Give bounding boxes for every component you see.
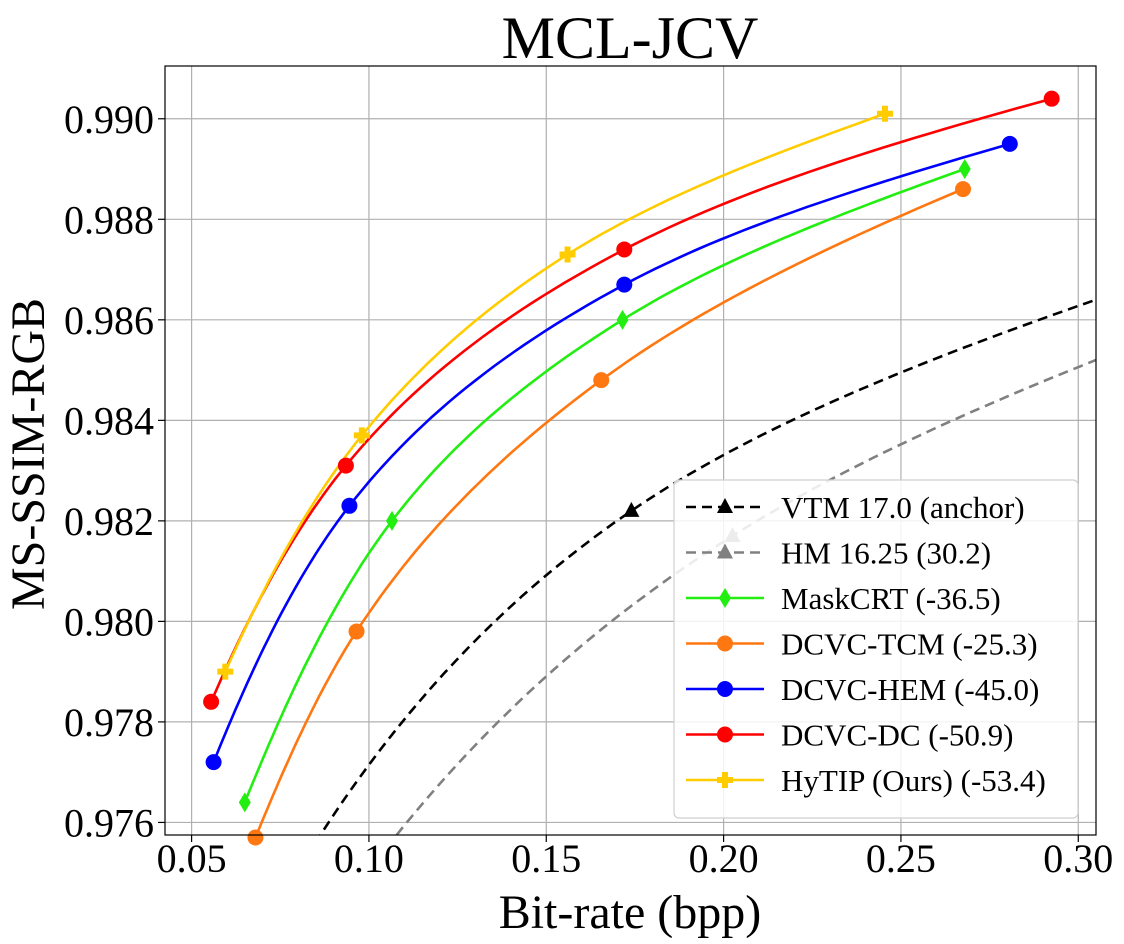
legend-label: VTM 17.0 (anchor): [781, 490, 1025, 525]
legend-label: HM 16.25 (30.2): [781, 536, 991, 571]
x-tick-labels: 0.05 0.10 0.15 0.20 0.25 0.30: [157, 836, 1114, 881]
legend-marker: [717, 543, 733, 559]
y-tick-label: 0.984: [64, 398, 154, 443]
data-point: [876, 105, 893, 122]
data-point: [955, 181, 971, 198]
x-tick-label: 0.25: [866, 836, 936, 881]
data-point: [593, 372, 610, 389]
plot-frame: [164, 65, 1097, 836]
y-tick-label: 0.976: [64, 800, 154, 845]
y-tick-label: 0.988: [64, 197, 154, 242]
legend-marker: [717, 726, 733, 743]
legend-marker: [719, 588, 731, 608]
x-tick-label: 0.15: [511, 836, 581, 881]
data-point: [958, 159, 971, 180]
x-tick-label: 0.05: [157, 836, 227, 881]
legend-marker: [717, 681, 733, 697]
legend-box: [673, 479, 1079, 819]
series-line: [224, 112, 886, 673]
x-axis-label: Bit-rate (bpp): [499, 886, 762, 939]
legend-marker: [717, 635, 733, 652]
y-axis-label: MS-SSIM-RGB: [2, 298, 55, 610]
legend-label: HyTIP (Ours) (-53.4): [781, 763, 1046, 798]
data-point: [616, 241, 633, 258]
x-tick-label: 0.20: [689, 836, 759, 881]
data-point: [337, 457, 354, 474]
y-tick-label: 0.978: [64, 700, 154, 745]
series-line: [243, 167, 966, 803]
legend-label: DCVC-TCM (-25.3): [781, 627, 1038, 662]
data-point: [616, 276, 633, 293]
data-point: [247, 829, 264, 846]
y-tick-label: 0.986: [64, 298, 154, 343]
data-point: [623, 501, 640, 517]
legend: VTM 17.0 (anchor) HM 16.25 (30.2) MaskCRT …: [673, 479, 1079, 819]
data-point: [341, 497, 358, 514]
data-point: [559, 246, 576, 263]
data-point: [1043, 90, 1060, 107]
data-point: [238, 792, 251, 813]
data-point: [217, 663, 234, 680]
data-point: [616, 309, 629, 330]
legend-label: DCVC-HEM (-45.0): [781, 672, 1039, 707]
y-tick-label: 0.982: [64, 499, 154, 544]
legend-label: MaskCRT (-36.5): [781, 581, 1001, 616]
legend-label: DCVC-DC (-50.9): [781, 718, 1014, 753]
data-point: [353, 427, 370, 444]
y-tick-label: 0.980: [64, 599, 154, 644]
data-point: [203, 693, 220, 710]
legend-marker: [717, 498, 733, 513]
y-tick-labels: 0.976 0.978 0.980 0.982 0.984 0.986 0.988 0.990: [64, 97, 154, 846]
chart-title: MCL-JCV: [502, 5, 759, 71]
series-line: [318, 298, 1096, 835]
x-tick-label: 0.30: [1043, 836, 1113, 881]
data-point: [348, 623, 365, 640]
data-point: [385, 510, 398, 531]
legend-marker: [717, 772, 733, 788]
x-tick-label: 0.10: [334, 836, 404, 881]
series-line: [255, 187, 964, 835]
data-point: [205, 754, 222, 771]
data-point: [1001, 135, 1018, 152]
series-line: [212, 142, 1011, 763]
y-tick-label: 0.990: [64, 97, 154, 142]
